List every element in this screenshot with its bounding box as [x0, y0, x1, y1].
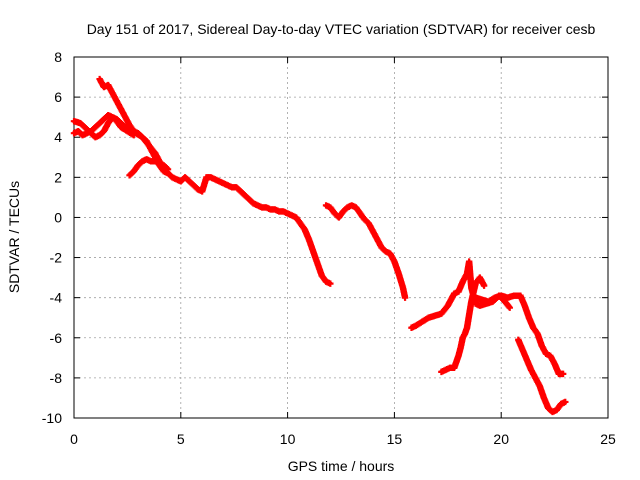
data-point — [480, 282, 488, 289]
data-point — [327, 280, 334, 287]
x-tick-label: 15 — [387, 431, 403, 447]
series-arc-4 — [126, 156, 172, 179]
y-tick-label: -2 — [50, 250, 63, 266]
series-arc-5 — [322, 202, 409, 301]
x-tick-label: 0 — [70, 431, 78, 447]
series-arc-3 — [96, 75, 334, 287]
data-point — [164, 166, 172, 173]
x-tick-label: 20 — [493, 431, 509, 447]
y-tick-label: 8 — [54, 49, 62, 65]
x-tick-label: 5 — [177, 431, 185, 447]
data-point — [401, 294, 409, 301]
series-arc-2 — [70, 111, 138, 139]
y-tick-label: 4 — [54, 129, 62, 145]
x-tick-label: 10 — [280, 431, 296, 447]
data-point — [506, 304, 513, 311]
y-tick-label: 6 — [54, 89, 62, 105]
data-point — [559, 370, 567, 378]
y-axis-label: SDTVAR / TECUs — [6, 181, 22, 293]
series-arc-7 — [438, 274, 488, 376]
data-point — [562, 398, 569, 406]
x-axis-label: GPS time / hours — [288, 458, 395, 474]
chart-title: Day 151 of 2017, Sidereal Day-to-day VTE… — [87, 21, 596, 37]
y-tick-label: -6 — [50, 330, 63, 346]
y-tick-label: -10 — [42, 410, 62, 426]
series-arc-6 — [408, 258, 513, 331]
data-marks — [70, 75, 569, 416]
y-tick-label: 2 — [54, 169, 62, 185]
y-tick-label: -8 — [50, 370, 63, 386]
y-tick-label: 0 — [54, 209, 62, 225]
plot-frame — [73, 56, 609, 419]
x-tick-label: 25 — [600, 431, 616, 447]
ticks: 0 5 10 15 20 25 -10 -8 -6 -4 -2 0 2 4 6 8 — [42, 49, 616, 447]
series-arc-9 — [515, 336, 569, 416]
series-arc-8 — [472, 292, 567, 378]
y-tick-label: -4 — [50, 290, 63, 306]
